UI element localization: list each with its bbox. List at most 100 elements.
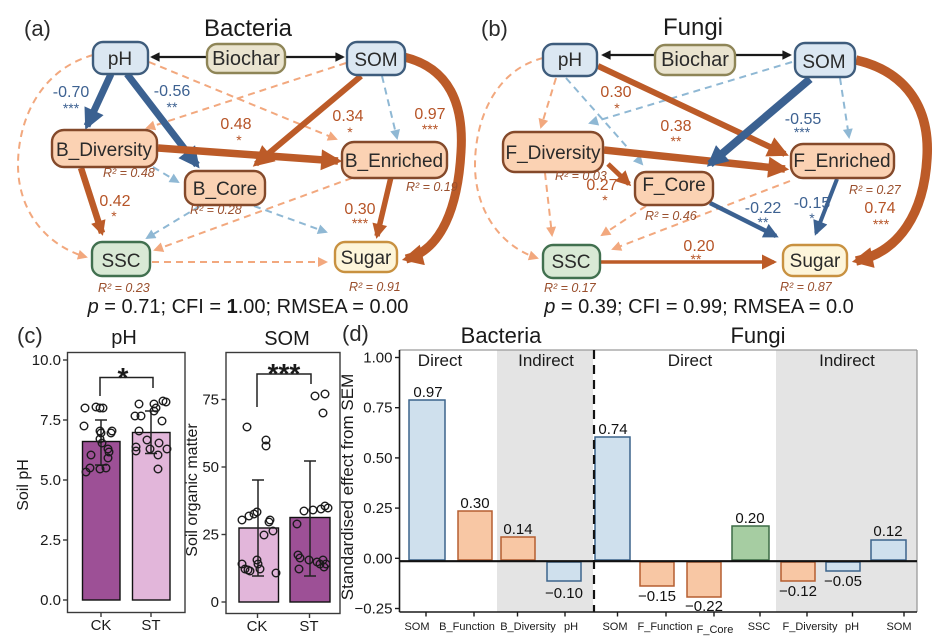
svg-text:F_Enriched: F_Enriched [793, 151, 890, 172]
svg-text:Bacteria: Bacteria [204, 15, 293, 42]
svg-text:Direct: Direct [418, 351, 463, 370]
svg-text:***: *** [873, 216, 890, 232]
svg-text:1.00: 1.00 [363, 350, 392, 367]
svg-text:**: ** [758, 214, 769, 230]
svg-text:−0.22: −0.22 [685, 598, 723, 615]
svg-text:-0.55: -0.55 [785, 111, 822, 128]
svg-text:0.25: 0.25 [363, 500, 392, 517]
svg-text:B_Diversity: B_Diversity [56, 140, 153, 161]
svg-text:7.5: 7.5 [40, 412, 61, 429]
svg-text:0.00: 0.00 [363, 550, 392, 567]
svg-text:ST: ST [141, 617, 160, 634]
svg-text:0.30: 0.30 [460, 495, 489, 512]
svg-text:R² = 0.48: R² = 0.48 [103, 166, 155, 180]
svg-text:B_Enriched: B_Enriched [345, 151, 443, 172]
svg-text:*: * [111, 208, 117, 224]
svg-text:Sugar: Sugar [341, 248, 392, 269]
svg-text:F_Diversity: F_Diversity [782, 621, 838, 633]
svg-text:0.74: 0.74 [598, 421, 627, 438]
svg-text:Biochar: Biochar [212, 48, 280, 70]
svg-text:p = 0.71; CFI = 1.00; RMSEA =: p = 0.71; CFI = 1.00; RMSEA = 0.00 [87, 296, 409, 318]
svg-text:0.97: 0.97 [414, 106, 445, 123]
svg-text:R² = 0.28: R² = 0.28 [190, 203, 242, 217]
svg-text:0.0: 0.0 [40, 592, 61, 609]
svg-text:0.42: 0.42 [99, 193, 130, 210]
svg-text:***: *** [422, 121, 439, 137]
svg-text:75: 75 [202, 392, 219, 409]
svg-text:0.74: 0.74 [864, 200, 895, 217]
svg-text:R² = 0.46: R² = 0.46 [645, 209, 697, 223]
svg-text:Sugar: Sugar [790, 251, 841, 272]
svg-text:50: 50 [202, 459, 219, 476]
svg-text:−0.15: −0.15 [638, 588, 676, 605]
svg-text:*: * [602, 192, 608, 208]
svg-text:R² = 0.87: R² = 0.87 [780, 280, 833, 294]
svg-text:*: * [236, 132, 242, 148]
svg-text:-0.22: -0.22 [745, 200, 782, 217]
svg-text:SOM: SOM [602, 621, 627, 633]
svg-text:CK: CK [91, 617, 112, 634]
svg-text:***: *** [794, 124, 811, 140]
svg-text:Direct: Direct [668, 351, 713, 370]
svg-text:B_Core: B_Core [193, 179, 257, 200]
svg-text:Bacteria: Bacteria [461, 323, 542, 348]
svg-text:−0.12: −0.12 [779, 583, 817, 600]
svg-text:R² = 0.17: R² = 0.17 [544, 281, 597, 295]
svg-text:5.0: 5.0 [40, 472, 61, 489]
svg-text:0.48: 0.48 [220, 116, 251, 133]
svg-text:Soil organic matter: Soil organic matter [184, 423, 201, 557]
svg-text:Standardised effect from SEM: Standardised effect from SEM [338, 374, 357, 600]
svg-text:SOM: SOM [354, 50, 397, 71]
svg-text:SOM: SOM [264, 328, 310, 350]
svg-text:SSC: SSC [748, 621, 771, 633]
svg-text:B_Function: B_Function [439, 621, 495, 633]
svg-text:SSC: SSC [551, 252, 590, 273]
svg-text:−0.05: −0.05 [824, 573, 862, 590]
svg-text:CK: CK [247, 618, 268, 635]
svg-text:(b): (b) [481, 16, 508, 41]
svg-text:0.75: 0.75 [363, 400, 392, 417]
svg-text:R² = 0.27: R² = 0.27 [849, 183, 902, 197]
svg-text:SOM: SOM [404, 621, 429, 633]
svg-text:p = 0.39; CFI = 0.99; RMSEA =: p = 0.39; CFI = 0.99; RMSEA = 0.0 [543, 296, 854, 318]
svg-text:R² = 0.23: R² = 0.23 [98, 281, 150, 295]
svg-text:F_Core: F_Core [642, 175, 705, 196]
svg-text:SSC: SSC [101, 251, 140, 272]
svg-text:−0.25: −0.25 [355, 601, 393, 618]
svg-text:0.34: 0.34 [332, 108, 363, 125]
svg-text:*: * [347, 124, 353, 140]
svg-text:ST: ST [299, 618, 318, 635]
svg-text:*: * [614, 100, 620, 116]
svg-text:**: ** [691, 251, 702, 267]
svg-text:Soil pH: Soil pH [15, 459, 32, 511]
svg-text:−0.10: −0.10 [545, 585, 583, 602]
svg-text:Biochar: Biochar [661, 49, 729, 71]
svg-text:10.0: 10.0 [32, 352, 61, 369]
svg-text:0.20: 0.20 [683, 238, 714, 255]
svg-text:***: *** [352, 215, 369, 231]
svg-text:Indirect: Indirect [518, 351, 574, 370]
svg-text:2.5: 2.5 [40, 532, 61, 549]
svg-text:0.12: 0.12 [873, 523, 902, 540]
svg-text:SOM: SOM [886, 621, 911, 633]
svg-text:(a): (a) [24, 16, 51, 41]
svg-text:pH: pH [845, 621, 859, 633]
svg-text:pH: pH [108, 49, 132, 70]
svg-text:25: 25 [202, 527, 219, 544]
svg-text:***: *** [63, 100, 80, 116]
svg-text:R² = 0.19: R² = 0.19 [406, 180, 458, 194]
svg-text:0.97: 0.97 [413, 384, 442, 401]
svg-text:F_Core: F_Core [697, 624, 734, 636]
svg-text:*: * [118, 362, 129, 393]
svg-text:*: * [809, 210, 815, 226]
svg-text:0.30: 0.30 [600, 84, 631, 101]
svg-text:pH: pH [564, 621, 578, 633]
svg-text:(d): (d) [342, 321, 369, 346]
svg-text:0.14: 0.14 [503, 521, 532, 538]
svg-text:pH: pH [558, 50, 582, 71]
svg-text:0.20: 0.20 [735, 510, 764, 527]
svg-text:R² = 0.03: R² = 0.03 [555, 169, 607, 183]
svg-text:Indirect: Indirect [819, 351, 875, 370]
svg-text:0.30: 0.30 [344, 201, 375, 218]
svg-text:0.27: 0.27 [586, 177, 617, 194]
